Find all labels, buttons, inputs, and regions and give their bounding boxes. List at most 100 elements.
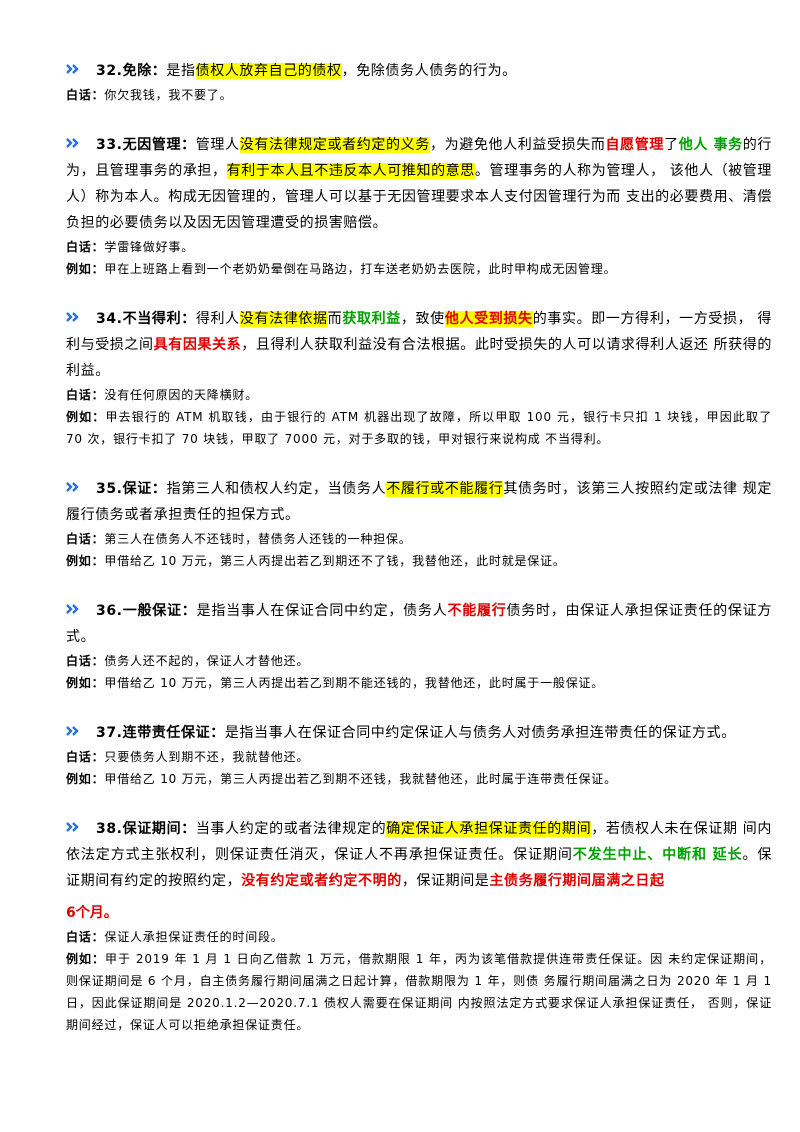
- section: 34.不当得利：得利人没有法律依据而获取利益，致使他人受到损失的事实。即一方得利…: [66, 306, 772, 450]
- text-run: 是指当事人在保证合同中约定保证人与债务人对债务承担连带责任的保证方式。: [224, 725, 736, 741]
- note-label: 白话：: [66, 750, 105, 764]
- text-run: 没有约定或者约定不明的: [241, 873, 402, 889]
- text-run: 管理人: [195, 137, 240, 153]
- bullet-icon: [66, 482, 79, 492]
- section: 36.一般保证：是指当事人在保证合同中约定，债务人不能履行债务时，由保证人承担保…: [66, 598, 772, 694]
- bullet-icon: [66, 726, 79, 736]
- paragraph-tail: 6个月。: [66, 905, 118, 921]
- text-run: 。管理事务的人称为管理人， 该他人（被管理人）称为本人。构成无因管理的，管理人可…: [66, 163, 772, 231]
- text-run: 得利人: [195, 311, 240, 327]
- paragraph: 35.保证：指第三人和债权人约定，当债务人不履行或不能履行其债务时，该第三人按照…: [66, 476, 772, 528]
- text-run: 其债务时，该第三人按照约定或法律 规定履行债务或者承担责任的担保方式。: [66, 481, 772, 523]
- text-run: 主债务履行期间届满之日起: [489, 873, 665, 889]
- bullet-icon: [66, 604, 79, 614]
- text-run: 了: [664, 137, 679, 153]
- text-run: 获取利益: [342, 311, 401, 327]
- note: 例如：甲去银行的 ATM 机取钱，由于银行的 ATM 机器出现了故障，所以甲取 …: [66, 406, 772, 450]
- note-label: 例如：: [66, 554, 105, 568]
- text-run: 他人受到损失: [444, 311, 533, 327]
- note: 白话：只要债务人到期不还，我就替他还。: [66, 746, 772, 768]
- term-title: 32.免除：: [96, 63, 167, 79]
- note-text: 学雷锋做好事。: [104, 240, 195, 254]
- text-run: 自愿管理: [605, 137, 665, 153]
- paragraph: 36.一般保证：是指当事人在保证合同中约定，债务人不能履行债务时，由保证人承担保…: [66, 598, 772, 650]
- note-label: 白话：: [66, 930, 105, 944]
- text-run: 确定保证人承担保证责任的期间: [386, 821, 592, 837]
- note: 白话：债务人还不起的，保证人才替他还。: [66, 650, 772, 672]
- note-label: 例如：: [66, 262, 105, 276]
- note-text: 甲去银行的 ATM 机取钱，由于银行的 ATM 机器出现了故障，所以甲取 100…: [66, 410, 772, 446]
- paragraph: 37.连带责任保证：是指当事人在保证合同中约定保证人与债务人对债务承担连带责任的…: [66, 720, 772, 746]
- note-label: 例如：: [66, 410, 106, 424]
- bullet-icon: [66, 64, 79, 74]
- text-run: 不履行或不能履行: [386, 481, 504, 497]
- text-run: ，且得利人获取利益没有合法根据。此时受损失的人可以请求得利人返还 所获得的利益。: [66, 337, 772, 379]
- note-text: 第三人在债务人不还钱时，替债务人还钱的一种担保。: [104, 532, 412, 546]
- section: 37.连带责任保证：是指当事人在保证合同中约定保证人与债务人对债务承担连带责任的…: [66, 720, 772, 790]
- note: 白话：没有任何原因的天降横财。: [66, 384, 772, 406]
- note-text: 债务人还不起的，保证人才替他还。: [104, 654, 310, 668]
- text-run: 有利于本人且不违反本人可推知的意思: [226, 163, 475, 179]
- text-run: 指第三人和债权人约定，当债务人: [166, 481, 387, 497]
- term-title: 35.保证：: [96, 481, 167, 497]
- text-run: 是指: [166, 63, 196, 79]
- text-run: 具有因果关系: [153, 337, 242, 353]
- note-label: 例如：: [66, 676, 105, 690]
- note: 例如：甲于 2019 年 1 月 1 日向乙借款 1 万元，借款期限 1 年，丙…: [66, 948, 772, 1036]
- note-text: 甲在上班路上看到一个老奶奶晕倒在马路边，打车送老奶奶去医院，此时甲构成无因管理。: [104, 262, 617, 276]
- note: 白话：学雷锋做好事。: [66, 236, 772, 258]
- text-run: 的行为，且管理事务的承担，: [66, 137, 772, 179]
- note: 例如：甲借给乙 10 万元，第三人丙提出若乙到期还不了钱，我替他还，此时就是保证…: [66, 550, 772, 572]
- note-text: 甲借给乙 10 万元，第三人丙提出若乙到期不还钱，我就替他还，此时属于连带责任保…: [104, 772, 617, 786]
- text-run: ，致使: [400, 311, 445, 327]
- text-run: ，保证期间是: [401, 873, 490, 889]
- note-label: 白话：: [66, 388, 105, 402]
- note-text: 只要债务人到期不还，我就替他还。: [104, 750, 310, 764]
- text-run: ，为避免他人利益受损失而: [429, 137, 606, 153]
- text-run: 没有法律规定或者约定的义务: [239, 137, 430, 153]
- text-run: 不能履行: [447, 603, 507, 619]
- note-text: 甲借给乙 10 万元，第三人丙提出若乙到期不能还钱的，我替他还，此时属于一般保证…: [104, 676, 605, 690]
- text-run: 的事实。即一方得利，一方受损， 得利与受损之间: [66, 311, 773, 353]
- bullet-icon: [66, 138, 79, 148]
- note: 例如：甲借给乙 10 万元，第三人丙提出若乙到期不还钱，我就替他还，此时属于连带…: [66, 768, 772, 790]
- note: 白话：第三人在债务人不还钱时，替债务人还钱的一种担保。: [66, 528, 772, 550]
- note: 白话：你欠我钱，我不要了。: [66, 84, 772, 106]
- paragraph: 32.免除：是指债权人放弃自己的债权，免除债务人债务的行为。: [66, 58, 772, 84]
- note-label: 白话：: [66, 532, 105, 546]
- section: 33.无因管理：管理人没有法律规定或者约定的义务，为避免他人利益受损失而自愿管理…: [66, 132, 772, 280]
- term-title: 37.连带责任保证：: [96, 725, 225, 741]
- note-label: 白话：: [66, 654, 105, 668]
- text-run: ，免除债务人债务的行为。: [341, 63, 517, 79]
- term-title: 33.无因管理：: [96, 137, 196, 153]
- note-label: 例如：: [66, 772, 105, 786]
- text-run: 而: [327, 311, 343, 327]
- note-text: 你欠我钱，我不要了。: [104, 88, 233, 102]
- term-title: 38.保证期间：: [96, 821, 196, 837]
- note-label: 例如：: [66, 952, 106, 966]
- note-text: 甲借给乙 10 万元，第三人丙提出若乙到期还不了钱，我替他还，此时就是保证。: [104, 554, 566, 568]
- text-run: 债务时，由保证人承担保证责任的保证方式。: [66, 603, 773, 645]
- text-run: 不发生中止、中断和 延长: [572, 847, 743, 863]
- text-run: 当事人约定的或者法律规定的: [195, 821, 387, 837]
- note: 白话：保证人承担保证责任的时间段。: [66, 926, 772, 948]
- section: 35.保证：指第三人和债权人约定，当债务人不履行或不能履行其债务时，该第三人按照…: [66, 476, 772, 572]
- paragraph: 33.无因管理：管理人没有法律规定或者约定的义务，为避免他人利益受损失而自愿管理…: [66, 132, 772, 236]
- section: 38.保证期间：当事人约定的或者法律规定的确定保证人承担保证责任的期间，若债权人…: [66, 816, 772, 1036]
- paragraph: 34.不当得利：得利人没有法律依据而获取利益，致使他人受到损失的事实。即一方得利…: [66, 306, 772, 384]
- bullet-icon: [66, 822, 79, 832]
- document: 32.免除：是指债权人放弃自己的债权，免除债务人债务的行为。 白话：你欠我钱，我不…: [66, 58, 772, 1036]
- text-run: 债权人放弃自己的债权: [195, 63, 342, 79]
- text-run: 。保证期间有约定的按照约定，: [66, 847, 773, 889]
- paragraph: 38.保证期间：当事人约定的或者法律规定的确定保证人承担保证责任的期间，若债权人…: [66, 816, 772, 894]
- note: 例如：甲在上班路上看到一个老奶奶晕倒在马路边，打车送老奶奶去医院，此时甲构成无因…: [66, 258, 772, 280]
- note-text: 甲于 2019 年 1 月 1 日向乙借款 1 万元，借款期限 1 年，丙为该笔…: [66, 952, 772, 1032]
- bullet-icon: [66, 312, 79, 322]
- note-label: 白话：: [66, 240, 105, 254]
- term-title: 34.不当得利：: [96, 311, 196, 327]
- section: 32.免除：是指债权人放弃自己的债权，免除债务人债务的行为。 白话：你欠我钱，我不…: [66, 58, 772, 106]
- note: 例如：甲借给乙 10 万元，第三人丙提出若乙到期不能还钱的，我替他还，此时属于一…: [66, 672, 772, 694]
- note-text: 没有任何原因的天降横财。: [104, 388, 259, 402]
- text-run: 他人 事务: [678, 137, 743, 153]
